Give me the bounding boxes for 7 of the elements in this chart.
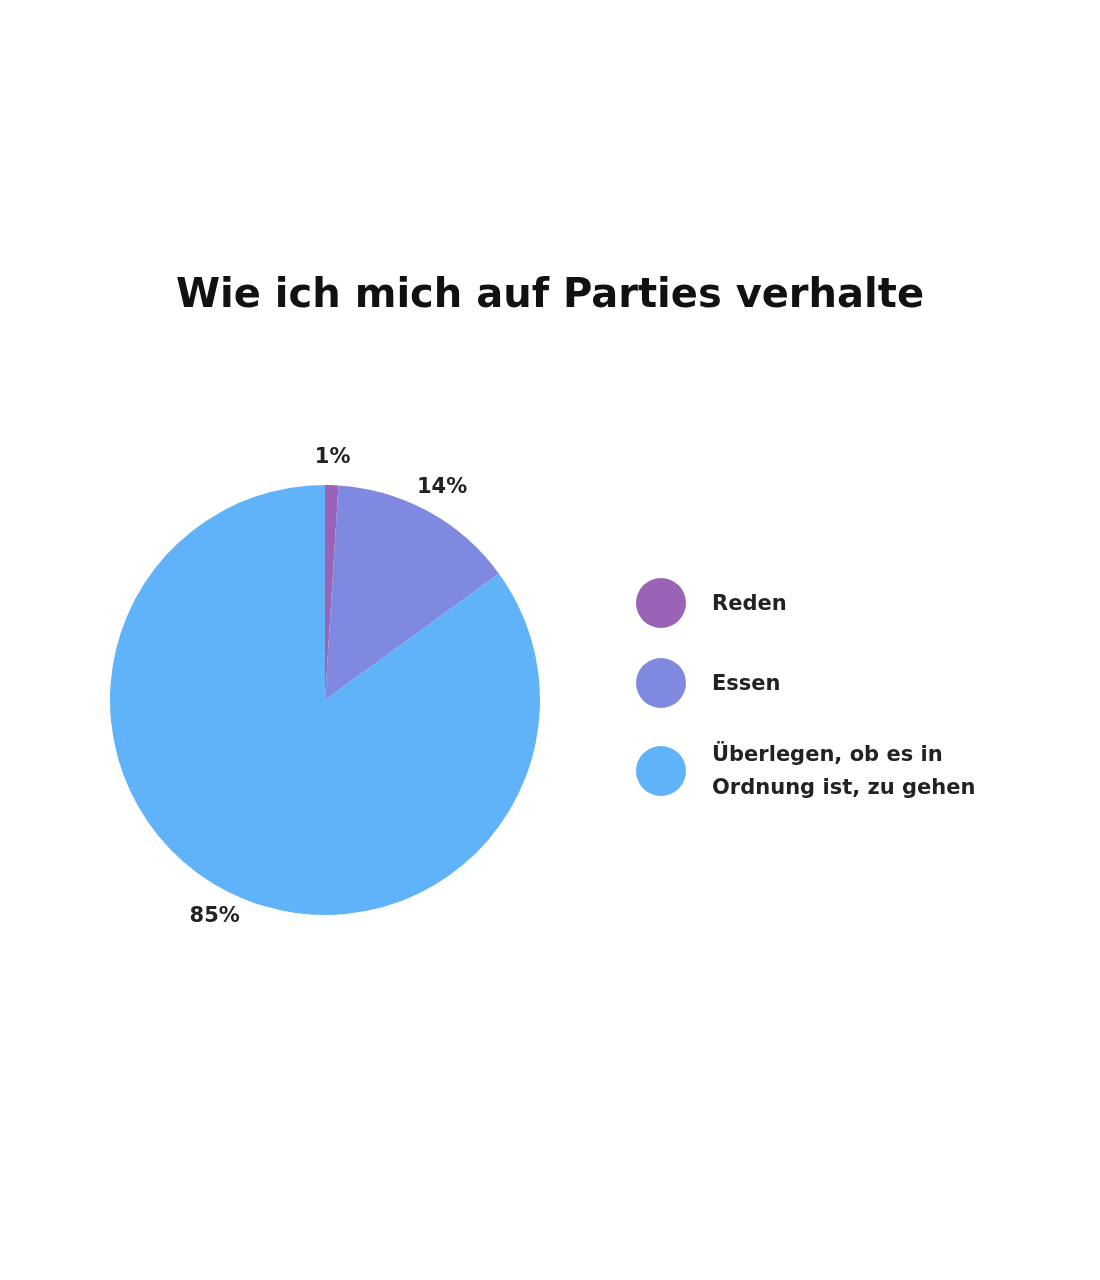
data-label: 85% xyxy=(189,902,240,927)
legend-label: Überlegen, ob es in Ordnung ist, zu gehen xyxy=(712,740,977,801)
legend-label: Essen xyxy=(712,669,782,697)
chart-title: Wie ich mich auf Parties verhalte xyxy=(175,270,925,316)
data-label: 1% xyxy=(314,443,351,468)
data-label: 14% xyxy=(416,473,468,498)
legend-label: Reden xyxy=(712,589,788,617)
